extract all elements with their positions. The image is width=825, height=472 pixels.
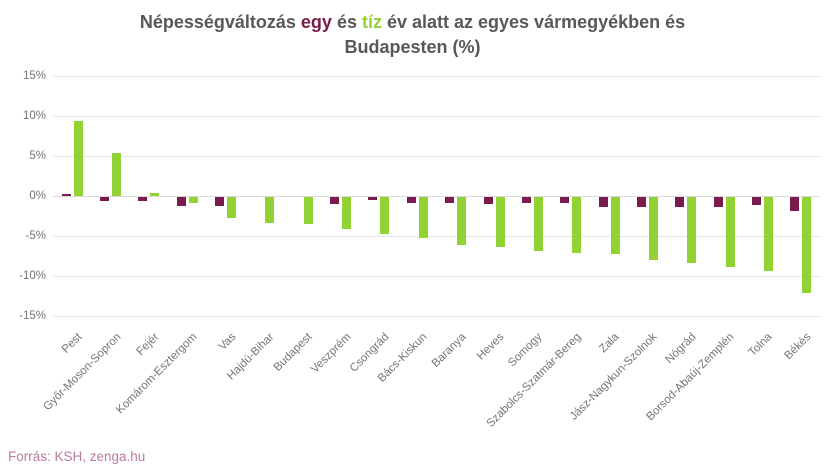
x-axis-label: Heves [474,331,507,363]
bar-ten-year [227,197,237,218]
gridline [53,276,820,277]
x-axis-label: Békés [782,331,814,363]
bar-ten-year [610,197,620,254]
bar-one-year [483,197,493,205]
zero-gridline [53,196,820,197]
bar-one-year [330,197,340,205]
gridline [53,236,820,237]
title-segment: Népességváltozás [139,12,301,32]
bar-one-year [521,197,531,204]
bar-ten-year [418,197,428,238]
bar-ten-year [265,197,275,223]
title-segment: és [331,12,362,32]
x-axis-label: Pest [59,331,85,356]
x-axis-label: Zala [597,331,622,356]
title-segment: év alatt az egyes vármegyékben és [381,12,686,32]
bar-one-year [675,197,685,208]
bar-ten-year [150,192,160,196]
bar-one-year [790,197,800,211]
bar-ten-year [572,197,582,253]
bar-ten-year [687,197,697,264]
bar-one-year [636,197,646,208]
y-tick-label: -5% [25,230,46,242]
bar-one-year [560,197,570,203]
bar-ten-year [495,197,505,247]
bar-ten-year [802,197,812,293]
chart-title: Népességváltozás egy és tíz év alatt az … [0,10,825,60]
bar-ten-year [380,197,390,234]
bar-one-year [751,197,761,205]
bar-ten-year [457,197,467,245]
bar-ten-year [533,197,543,252]
x-axis-label: Somogy [506,331,545,370]
title-segment: tíz [361,12,382,32]
bar-ten-year [648,197,658,261]
source-caption: Forrás: KSH, zenga.hu [8,449,146,464]
bar-one-year [138,197,148,201]
x-axis-label: Baranya [429,331,469,370]
y-tick-label: 0% [29,190,46,202]
bar-one-year [61,193,71,196]
bar-one-year [406,197,416,204]
bar-one-year [176,197,186,206]
bar-one-year [598,197,608,208]
title-segment: egy [300,12,332,32]
x-axis-label: Nógrád [663,331,699,367]
bar-ten-year [188,197,198,204]
y-tick-label: 5% [29,150,46,162]
bar-ten-year [112,152,122,196]
x-axis-label: Vas [216,331,239,353]
gridline [53,76,820,77]
title-segment: Budapesten (%) [344,37,481,57]
bar-one-year [445,197,455,203]
bar-ten-year [725,197,735,268]
x-axis-label: Veszprém [308,331,354,376]
bar-ten-year [303,197,313,225]
gridline [53,316,820,317]
y-tick-label: -15% [19,310,46,322]
bar-ten-year [73,120,83,196]
x-axis-label: Tolna [747,331,775,359]
gridline [53,116,820,117]
bar-one-year [215,197,225,206]
bar-one-year [713,197,723,208]
gridline [53,156,820,157]
x-axis-label: Fejér [134,331,162,359]
bar-one-year [100,197,110,201]
x-axis-label: Győr-Moson-Sopron [40,331,124,414]
bar-one-year [368,197,378,201]
y-tick-label: -10% [19,270,46,282]
y-tick-label: 10% [22,110,46,122]
bar-ten-year [763,197,773,271]
bar-ten-year [342,197,352,229]
y-tick-label: 15% [22,70,46,82]
